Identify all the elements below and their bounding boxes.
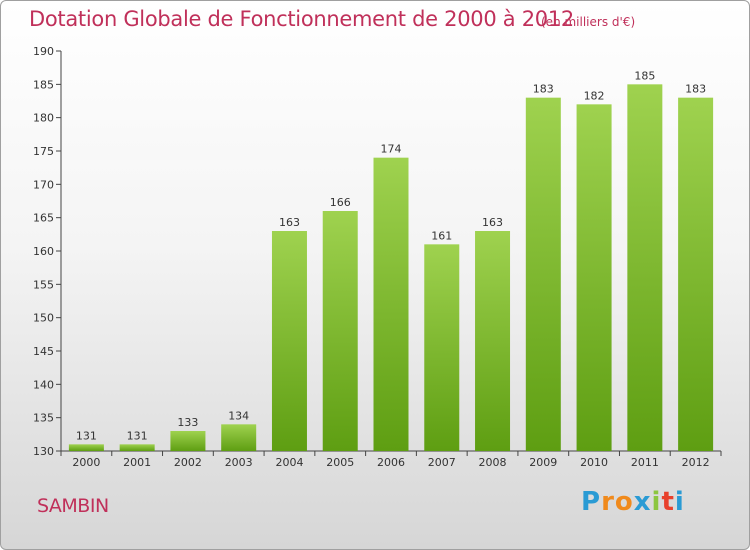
- y-tick-label: 140: [33, 378, 54, 391]
- y-tick-label: 190: [33, 45, 54, 58]
- bar: [322, 211, 358, 451]
- bar: [373, 157, 409, 451]
- bar: [475, 231, 511, 451]
- y-tick-label: 185: [33, 78, 54, 91]
- y-tick-label: 160: [33, 245, 54, 258]
- x-tick-label: 2009: [529, 456, 557, 469]
- bar-value-label: 166: [330, 196, 351, 209]
- logo-letter: t: [661, 487, 675, 517]
- bar-value-label: 131: [76, 429, 97, 442]
- bar-value-label: 183: [685, 83, 706, 96]
- bar-value-label: 182: [584, 89, 605, 102]
- bar: [525, 97, 561, 452]
- bar: [627, 84, 663, 451]
- chart-bars: 131 131 133 134 163 166 174 161 163 183 182 185 183: [68, 69, 714, 452]
- commune-name: SAMBIN: [37, 495, 109, 517]
- logo-letter: o: [614, 487, 634, 517]
- y-tick-label: 135: [33, 412, 54, 425]
- x-tick-label: 2008: [479, 456, 507, 469]
- x-tick-label: 2002: [174, 456, 202, 469]
- y-tick-label: 175: [33, 145, 54, 158]
- x-tick-label: 2011: [631, 456, 659, 469]
- bar-value-label: 131: [127, 429, 148, 442]
- bar-value-label: 133: [177, 416, 198, 429]
- y-tick-label: 130: [33, 445, 54, 458]
- y-tick-label: 180: [33, 112, 54, 125]
- y-tick-label: 165: [33, 212, 54, 225]
- y-tick-label: 155: [33, 278, 54, 291]
- y-tick-label: 170: [33, 178, 54, 191]
- logo-letter: r: [601, 487, 615, 517]
- chart-unit-label: (en milliers d'€): [541, 15, 636, 29]
- bar: [68, 444, 104, 451]
- x-tick-label: 2006: [377, 456, 405, 469]
- bar-value-label: 163: [279, 216, 300, 229]
- bar: [424, 244, 460, 451]
- x-tick-label: 2000: [72, 456, 100, 469]
- bar: [271, 231, 307, 451]
- x-tick-label: 2007: [428, 456, 456, 469]
- bar: [576, 104, 612, 451]
- bar: [119, 444, 155, 451]
- proxiti-logo[interactable]: Proxiti: [581, 487, 685, 517]
- x-tick-label: 2010: [580, 456, 608, 469]
- bar-value-label: 183: [533, 83, 554, 96]
- x-tick-label: 2005: [326, 456, 354, 469]
- logo-letter: i: [674, 487, 685, 517]
- bar-value-label: 174: [381, 143, 402, 156]
- bar-value-label: 134: [228, 409, 249, 422]
- x-tick-label: 2004: [275, 456, 303, 469]
- y-tick-label: 145: [33, 345, 54, 358]
- bar-value-label: 161: [431, 229, 452, 242]
- y-tick-label: 150: [33, 312, 54, 325]
- chart-axes: 130 135 140 145 150 155 160 165 170 175 180 185 190 2…: [33, 45, 722, 469]
- bar: [221, 424, 257, 451]
- bar-value-label: 185: [634, 69, 655, 82]
- chart-title: Dotation Globale de Fonctionnement de 20…: [29, 7, 574, 31]
- logo-letter: x: [633, 487, 652, 517]
- x-tick-label: 2001: [123, 456, 151, 469]
- x-tick-label: 2012: [682, 456, 710, 469]
- bar: [170, 431, 206, 451]
- logo-letter: P: [581, 487, 602, 517]
- logo-letter: i: [651, 487, 662, 517]
- bar-value-label: 163: [482, 216, 503, 229]
- bar: [678, 97, 714, 452]
- x-tick-label: 2003: [225, 456, 253, 469]
